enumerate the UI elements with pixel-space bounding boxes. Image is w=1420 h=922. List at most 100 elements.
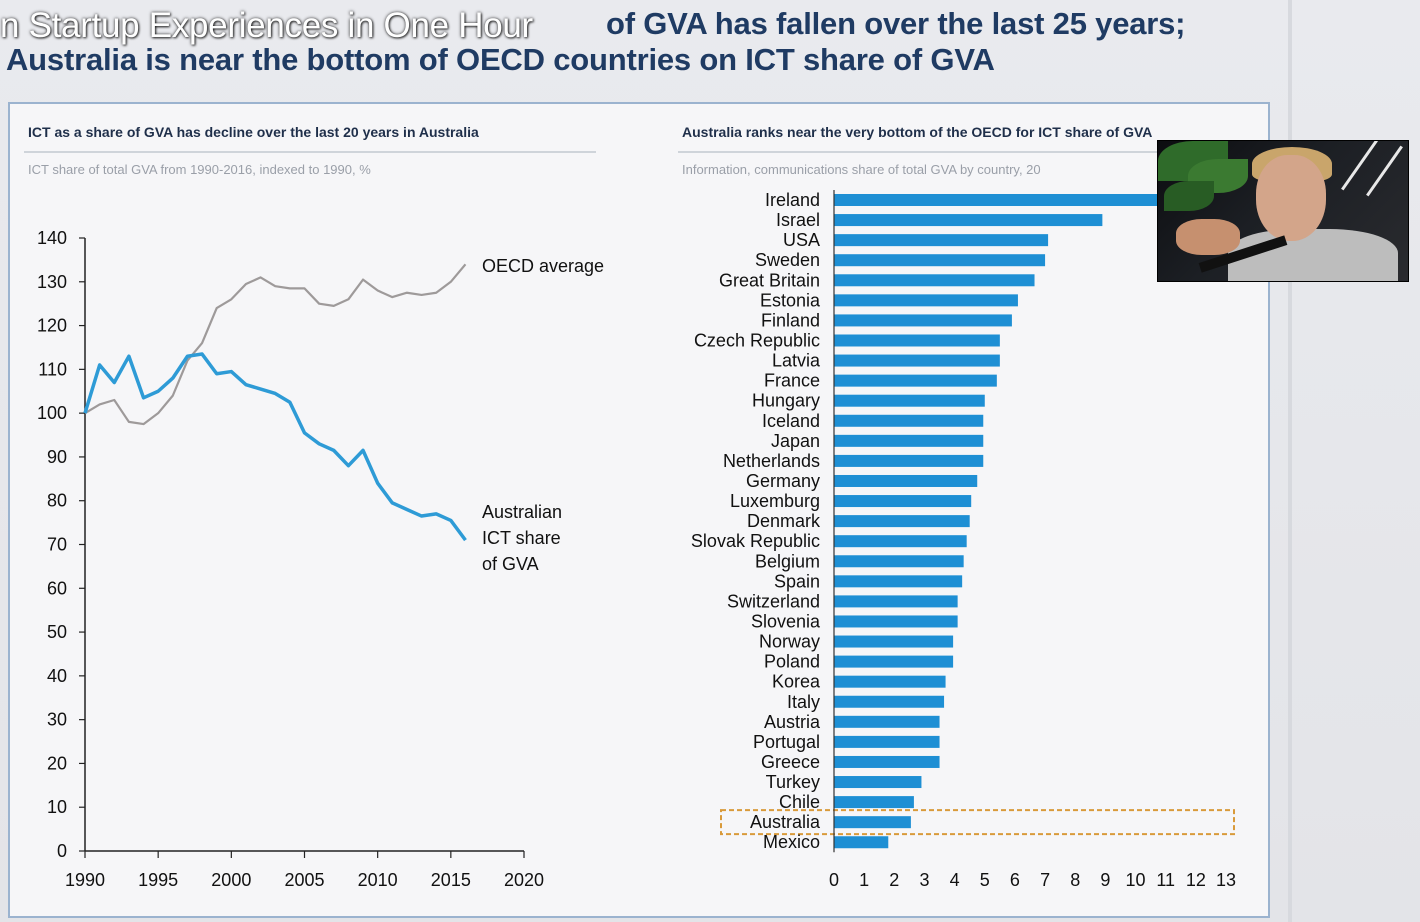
video-title-overlay[interactable]: n Startup Experiences in One Hour [0,6,533,45]
country-label: Czech Republic [694,330,820,350]
country-label: USA [783,230,820,250]
country-label: Denmark [747,511,821,531]
bar [834,194,1196,206]
bar [834,474,978,487]
country-label: Switzerland [727,591,820,611]
bar [834,274,1035,287]
country-label: Slovak Republic [691,531,820,551]
x-tick-label: 11 [1156,870,1175,890]
country-label: Slovenia [751,611,821,631]
y-tick-label: 130 [37,272,67,292]
x-tick-label: 2005 [284,870,324,890]
country-label: Finland [761,310,820,330]
webcam-overlay[interactable] [1157,140,1409,282]
right-title-rule [678,151,1208,153]
x-tick-label: 10 [1126,870,1146,890]
x-tick-label: 3 [919,870,929,890]
bar [834,635,954,648]
bar [834,555,964,568]
y-tick-label: 30 [47,710,67,730]
bar [834,334,1000,347]
country-label: Poland [764,652,820,672]
x-tick-label: 7 [1040,870,1050,890]
bar [834,695,945,708]
bar [834,715,940,728]
bar [834,354,1000,367]
bar [834,294,1018,307]
bar [834,214,1103,227]
country-label: Chile [779,792,820,812]
country-label: Australia [750,812,821,832]
country-label: Israel [776,210,820,230]
x-tick-label: 13 [1216,870,1236,890]
y-tick-label: 70 [47,535,67,555]
country-label: Iceland [762,411,820,431]
bar [834,374,997,387]
bar [834,515,970,528]
bar [834,755,940,768]
country-label: Korea [772,672,821,692]
y-tick-label: 40 [47,666,67,686]
series-line [83,352,467,542]
person-face [1256,155,1326,241]
person-shirt [1228,229,1398,281]
bar [834,836,889,849]
x-tick-label: 8 [1070,870,1080,890]
y-tick-label: 10 [47,797,67,817]
slide-title: of GVA has fallen over the last 25 years… [6,6,1296,78]
x-tick-label: 2010 [358,870,398,890]
y-tick-label: 80 [47,491,67,511]
studio-light [1366,145,1403,197]
left-title-rule [24,151,596,153]
y-tick-label: 120 [37,316,67,336]
bar [834,595,958,608]
x-tick-label: 0 [829,870,839,890]
slide-title-line1: of GVA has fallen over the last 25 years… [606,6,1186,41]
y-tick-label: 100 [37,403,67,423]
country-label: Spain [774,571,820,591]
right-chart-title: Australia ranks near the very bottom of … [682,124,1153,140]
bar [834,816,911,829]
country-label: Japan [771,431,820,451]
series-label: ICT share [482,528,561,548]
y-tick-label: 140 [37,228,67,248]
series-label: OECD average [482,256,604,276]
country-label: Great Britain [719,270,820,290]
bar [834,776,922,789]
x-tick-label: 2000 [211,870,251,890]
bar [834,615,958,628]
y-tick-label: 20 [47,753,67,773]
bar [834,796,914,809]
country-label: Germany [746,471,820,491]
x-tick-label: 4 [950,870,960,890]
series-label: of GVA [482,554,539,574]
x-tick-label: 1 [859,870,869,890]
plant-leaf [1164,181,1214,211]
x-tick-label: 5 [980,870,990,890]
bar [834,434,984,447]
person-hand [1176,219,1240,255]
x-tick-label: 12 [1186,870,1206,890]
left-chart-title: ICT as a share of GVA has decline over t… [28,124,479,140]
highlight-box [720,809,1235,836]
country-label: Hungary [752,391,820,411]
bar [834,394,985,407]
bar [834,495,972,508]
chart-panel [8,102,1270,918]
slide-title-line2: Australia is near the bottom of OECD cou… [6,42,995,77]
country-label: Belgium [755,551,820,571]
right-chart-subtitle: Information, communications share of tot… [682,162,1041,177]
slide-edge [1288,0,1292,922]
bar [834,254,1046,267]
bar [834,535,967,548]
x-tick-label: 1995 [138,870,178,890]
y-tick-label: 110 [38,359,67,379]
studio-light [1341,141,1378,191]
country-label: Ireland [765,190,820,210]
country-label: Turkey [766,772,820,792]
country-label: Norway [759,632,820,652]
y-tick-label: 50 [47,622,67,642]
country-label: Estonia [760,290,821,310]
country-label: Greece [761,752,820,772]
